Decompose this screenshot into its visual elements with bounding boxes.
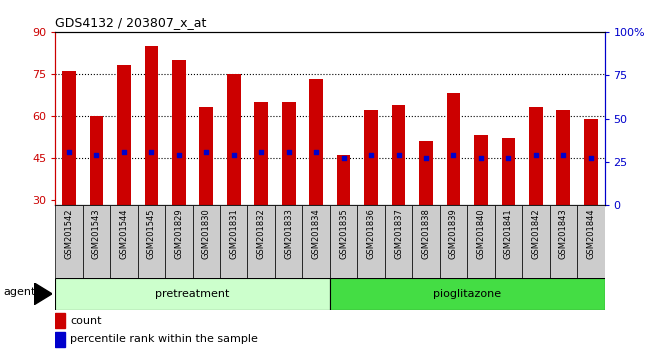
Bar [254, 102, 268, 205]
Point [476, 155, 486, 161]
Text: pioglitazone: pioglitazone [433, 289, 501, 299]
Text: GSM201842: GSM201842 [531, 208, 540, 259]
Bar [90, 116, 103, 205]
Text: GSM201836: GSM201836 [367, 208, 376, 259]
Text: pretreatment: pretreatment [155, 289, 229, 299]
Text: GSM201830: GSM201830 [202, 208, 211, 259]
FancyBboxPatch shape [138, 205, 165, 278]
Text: GSM201843: GSM201843 [559, 208, 568, 259]
FancyBboxPatch shape [302, 205, 330, 278]
Point [530, 152, 541, 158]
Bar [172, 60, 186, 205]
Point [339, 155, 349, 161]
FancyBboxPatch shape [165, 205, 192, 278]
Text: GSM201829: GSM201829 [174, 208, 183, 259]
Point [586, 155, 596, 161]
Point [146, 149, 157, 155]
Text: count: count [70, 316, 101, 326]
Bar [337, 155, 350, 205]
Text: GSM201838: GSM201838 [421, 208, 430, 259]
Bar [392, 104, 406, 205]
Bar [502, 138, 515, 205]
Text: percentile rank within the sample: percentile rank within the sample [70, 335, 258, 344]
Text: GSM201831: GSM201831 [229, 208, 239, 259]
Text: GSM201841: GSM201841 [504, 208, 513, 259]
FancyBboxPatch shape [220, 205, 248, 278]
FancyBboxPatch shape [330, 205, 358, 278]
Text: agent: agent [3, 287, 36, 297]
Bar [117, 65, 131, 205]
FancyBboxPatch shape [522, 205, 550, 278]
Point [421, 155, 431, 161]
FancyBboxPatch shape [385, 205, 412, 278]
Text: GSM201839: GSM201839 [449, 208, 458, 259]
Point [283, 149, 294, 155]
Point [64, 149, 74, 155]
Bar [62, 71, 76, 205]
FancyBboxPatch shape [330, 278, 604, 310]
Point [201, 149, 211, 155]
FancyBboxPatch shape [111, 205, 138, 278]
Bar [309, 79, 323, 205]
FancyBboxPatch shape [55, 205, 83, 278]
FancyBboxPatch shape [412, 205, 439, 278]
Bar [556, 110, 570, 205]
Bar [474, 135, 488, 205]
FancyBboxPatch shape [550, 205, 577, 278]
FancyBboxPatch shape [55, 278, 330, 310]
Bar [227, 74, 240, 205]
FancyBboxPatch shape [275, 205, 302, 278]
Text: GSM201833: GSM201833 [284, 208, 293, 259]
Bar [419, 141, 433, 205]
Text: GSM201835: GSM201835 [339, 208, 348, 259]
Bar [144, 46, 158, 205]
FancyBboxPatch shape [358, 205, 385, 278]
Point [448, 152, 459, 158]
Text: GSM201544: GSM201544 [120, 208, 129, 259]
Bar [55, 332, 65, 347]
Text: GSM201545: GSM201545 [147, 208, 156, 259]
Point [503, 155, 514, 161]
Point [229, 152, 239, 158]
Text: GSM201844: GSM201844 [586, 208, 595, 259]
Bar [364, 110, 378, 205]
FancyBboxPatch shape [192, 205, 220, 278]
Bar [55, 313, 65, 328]
Point [256, 149, 266, 155]
FancyBboxPatch shape [577, 205, 605, 278]
Point [393, 152, 404, 158]
Text: GSM201543: GSM201543 [92, 208, 101, 259]
FancyBboxPatch shape [439, 205, 467, 278]
FancyBboxPatch shape [83, 205, 110, 278]
FancyBboxPatch shape [495, 205, 522, 278]
Point [91, 152, 101, 158]
Text: GDS4132 / 203807_x_at: GDS4132 / 203807_x_at [55, 16, 207, 29]
Polygon shape [34, 282, 52, 305]
Point [558, 152, 569, 158]
Bar [529, 107, 543, 205]
Bar [200, 107, 213, 205]
Text: GSM201832: GSM201832 [257, 208, 266, 259]
Bar [584, 119, 597, 205]
Bar [282, 102, 296, 205]
Point [119, 149, 129, 155]
Text: GSM201837: GSM201837 [394, 208, 403, 259]
Text: GSM201834: GSM201834 [311, 208, 320, 259]
FancyBboxPatch shape [248, 205, 275, 278]
Bar [447, 93, 460, 205]
Text: GSM201840: GSM201840 [476, 208, 486, 259]
Point [366, 152, 376, 158]
Point [311, 149, 321, 155]
FancyBboxPatch shape [467, 205, 495, 278]
Text: GSM201542: GSM201542 [64, 208, 73, 259]
Point [174, 152, 184, 158]
